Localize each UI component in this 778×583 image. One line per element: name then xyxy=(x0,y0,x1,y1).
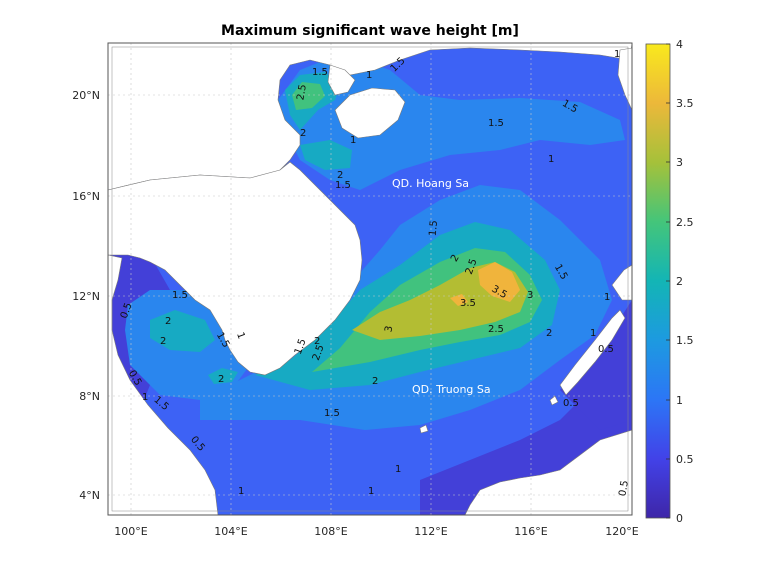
contour-label: 1.5 xyxy=(324,408,340,419)
contour-label: 0.5 xyxy=(119,301,135,320)
land-islet-b xyxy=(549,395,559,406)
contour-label: 2.5 xyxy=(464,257,480,276)
contour-label: 2.5 xyxy=(488,324,504,335)
contour-label: 1 xyxy=(350,135,356,146)
sea-field-3-5-small xyxy=(450,294,468,306)
lat-tick-label: 8°N xyxy=(79,390,100,403)
land-mindoro xyxy=(611,264,632,301)
contour-label: 1.5 xyxy=(172,290,188,301)
land-hainan xyxy=(334,87,406,139)
colorbar-tick-label: 2 xyxy=(676,275,683,288)
lon-tick-label: 108°E xyxy=(314,525,347,538)
land-islet-a xyxy=(419,424,429,434)
contour-label: 0.5 xyxy=(563,398,579,409)
contour-label: 1 xyxy=(368,486,374,497)
contour-label: 1.5 xyxy=(335,180,351,191)
map-frame-inner xyxy=(111,46,629,512)
sea-field-2-gulf-small xyxy=(208,368,238,384)
contour-label: 2 xyxy=(546,328,552,339)
contour-label: 2.5 xyxy=(311,343,327,362)
colorbar-tick-label: 0.5 xyxy=(676,453,694,466)
contour-label: 1.5 xyxy=(428,220,440,237)
contour-label: 2 xyxy=(160,336,166,347)
colorbar-tick-label: 2.5 xyxy=(676,216,694,229)
graticule xyxy=(108,43,632,515)
colorbar-tick-label: 1 xyxy=(676,394,683,407)
lat-tick-label: 12°N xyxy=(72,290,100,303)
map-title: Maximum significant wave height [m] xyxy=(221,23,519,39)
contour-label: 1 xyxy=(366,70,372,81)
contour-label: 0.5 xyxy=(617,480,631,498)
contour-label: 1 xyxy=(614,49,620,60)
land-malay-peninsula xyxy=(108,254,219,515)
lon-axis: 100°E 104°E 108°E 112°E 116°E 120°E xyxy=(114,525,638,538)
colorbar: 0 0.5 1 1.5 2 2.5 3 3.5 4 xyxy=(645,38,694,525)
contour-label: 1 xyxy=(234,331,247,341)
sea-field-2-5-north xyxy=(292,82,325,110)
lon-tick-label: 100°E xyxy=(114,525,147,538)
lon-tick-label: 104°E xyxy=(214,525,247,538)
lon-tick-label: 116°E xyxy=(514,525,547,538)
land-palawan xyxy=(559,309,626,396)
contour-labels: 1.5 2.5 2 1 2 1.5 1.5 1 1.5 1.5 1 1 1.5 … xyxy=(119,49,631,497)
place-label-spratly: QD. Truong Sa xyxy=(412,383,491,396)
place-label-paracel: QD. Hoang Sa xyxy=(392,177,469,190)
contour-label: 2 xyxy=(300,128,306,139)
contour-label: 2 xyxy=(337,170,343,181)
contour-label: 1 xyxy=(238,486,244,497)
colorbar-tick-label: 4 xyxy=(676,38,683,51)
contour-label: 1 xyxy=(395,464,401,475)
lat-tick-label: 4°N xyxy=(79,489,100,502)
lon-tick-label: 112°E xyxy=(414,525,447,538)
lat-tick-label: 20°N xyxy=(72,89,100,102)
colorbar-tick-label: 3 xyxy=(676,156,683,169)
contour-label: 2 xyxy=(372,376,378,387)
contour-label: 1 xyxy=(604,292,610,303)
land-leizhou xyxy=(327,64,356,96)
contour-label: 2 xyxy=(218,374,224,385)
contour-label: 1 xyxy=(142,392,148,403)
colorbar-tick-label: 1.5 xyxy=(676,334,694,347)
contour-label: 1 xyxy=(590,328,596,339)
map-frame xyxy=(107,42,633,516)
lat-tick-label: 16°N xyxy=(72,190,100,203)
contour-label: 0.5 xyxy=(598,344,614,355)
sea-field-3-5 xyxy=(478,262,520,302)
contour-label: 1.5 xyxy=(312,67,328,78)
contour-label: 2 xyxy=(165,316,171,327)
contour-label: 2 xyxy=(314,336,320,347)
lon-tick-label: 120°E xyxy=(605,525,638,538)
contour-label: 1 xyxy=(548,154,554,165)
contour-label: 3 xyxy=(527,290,533,301)
contour-label: 1.5 xyxy=(488,118,504,129)
colorbar-tick-label: 3.5 xyxy=(676,97,694,110)
sea-field-2-tonkin xyxy=(300,140,352,170)
contour-label: 3 xyxy=(383,325,395,333)
contour-label: 2.5 xyxy=(295,84,309,102)
land-vietnam xyxy=(108,161,363,376)
lat-axis: 20°N 16°N 12°N 8°N 4°N xyxy=(72,89,100,502)
sea-field-2-gulf xyxy=(150,310,215,352)
land-luzon xyxy=(617,47,632,111)
contour-label: 1.5 xyxy=(293,337,309,356)
colorbar-tick-label: 0 xyxy=(676,512,683,525)
contour-label: 2 xyxy=(449,253,462,264)
land-borneo xyxy=(464,429,632,515)
map-area xyxy=(108,43,632,515)
contour-label: 3.5 xyxy=(460,298,476,309)
